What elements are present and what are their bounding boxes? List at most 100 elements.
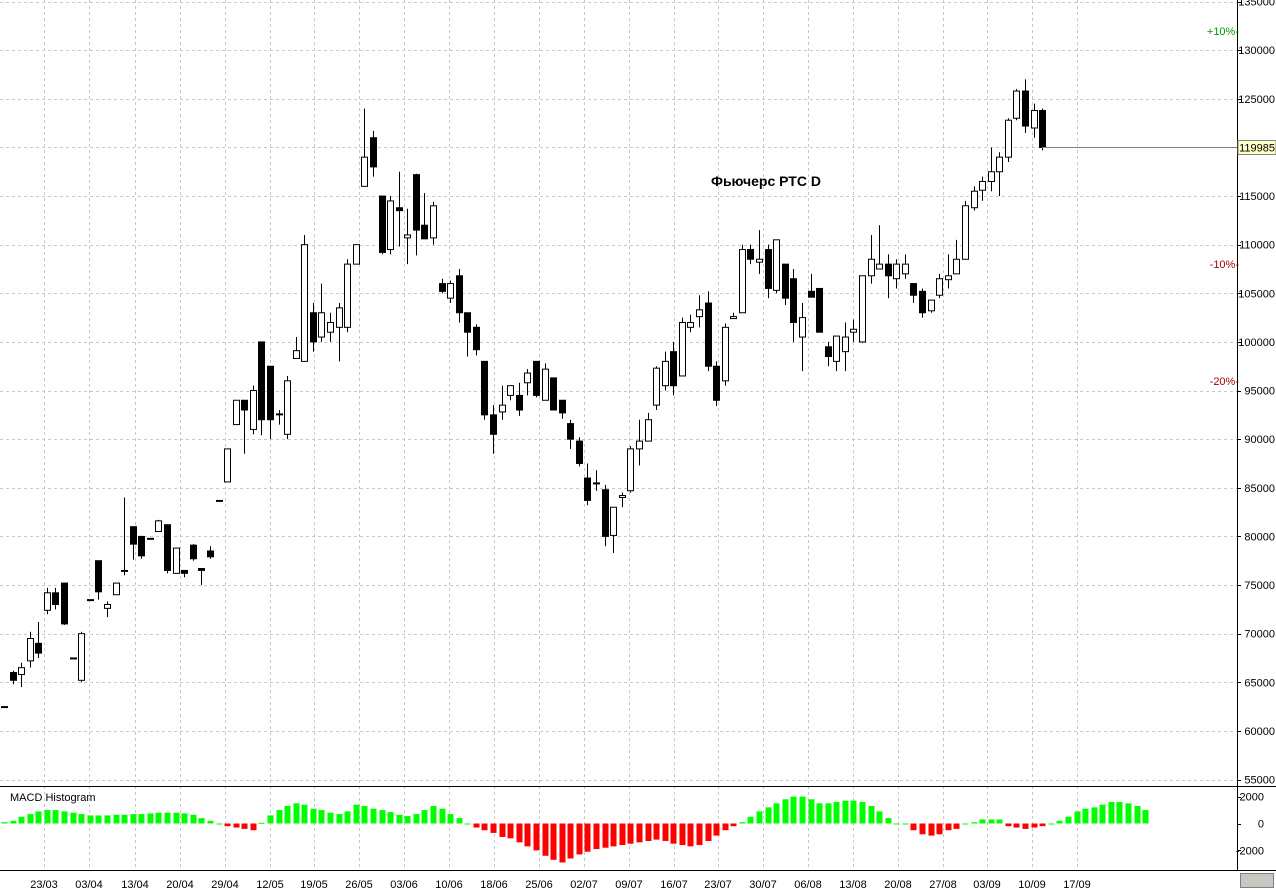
- x-tick-label: 19/05: [300, 879, 328, 890]
- candle-body-down: [910, 283, 917, 296]
- candle-body-up: [18, 667, 25, 675]
- candle-body-down: [464, 312, 471, 333]
- macd-bar: [653, 823, 660, 840]
- candle-body-down: [138, 535, 145, 557]
- x-tick-label: 03/09: [973, 879, 1001, 890]
- candle-body-up: [361, 156, 368, 187]
- candle-body-up: [70, 657, 77, 660]
- candle-body-up: [953, 258, 960, 275]
- macd-bar: [216, 823, 223, 825]
- candle: [481, 360, 488, 420]
- candle-body-up: [284, 380, 291, 435]
- candle-body-up: [1, 706, 8, 709]
- candle-body-up: [645, 419, 652, 442]
- macd-bar: [773, 803, 780, 824]
- candle-body-down: [198, 567, 205, 571]
- candle: [250, 385, 257, 435]
- macd-bar: [1108, 801, 1115, 824]
- candle: [971, 186, 978, 211]
- macd-bar: [619, 823, 626, 846]
- macd-bar: [893, 823, 900, 825]
- y-tick-label: 80000: [1244, 531, 1275, 543]
- candle-body-up: [868, 258, 875, 277]
- percent-mark-label: +10%-: [1207, 26, 1239, 38]
- macd-bar: [945, 823, 952, 831]
- candle-body-up: [113, 582, 120, 596]
- candle-body-up: [87, 599, 94, 602]
- candle: [138, 535, 145, 559]
- x-tick-label: 12/05: [256, 879, 284, 890]
- candle: [576, 437, 583, 467]
- candle: [653, 366, 660, 410]
- macd-bar: [207, 820, 214, 824]
- candle: [542, 363, 549, 401]
- x-tick-label: 23/03: [30, 879, 58, 890]
- candle-body-down: [61, 582, 68, 625]
- candle: [679, 317, 686, 377]
- macd-bar: [173, 812, 180, 824]
- candle: [1031, 103, 1038, 138]
- candle: [885, 254, 892, 299]
- candle-body-down: [516, 394, 523, 411]
- candle-body-up: [988, 171, 995, 182]
- macd-bar: [825, 803, 832, 824]
- candle: [593, 470, 600, 491]
- candle: [953, 239, 960, 275]
- candle: [78, 631, 85, 683]
- candle-body-down: [396, 207, 403, 212]
- candle: [790, 268, 797, 342]
- candle: [773, 239, 780, 294]
- candle-body-up: [173, 547, 180, 574]
- candle: [722, 323, 729, 386]
- candle-body-down: [52, 592, 59, 605]
- candle-body-up: [610, 506, 617, 536]
- x-tick-label: 17/09: [1063, 879, 1091, 890]
- macd-bar: [293, 803, 300, 824]
- candle: [241, 399, 248, 454]
- candle: [662, 351, 669, 391]
- macd-y-tick-label: 0: [1258, 819, 1264, 831]
- macd-bar: [576, 823, 583, 855]
- macd-bar: [190, 814, 197, 824]
- candle-body-up: [430, 205, 437, 239]
- macd-bar: [10, 820, 17, 824]
- macd-bar: [765, 807, 772, 824]
- x-tick-label: 03/04: [75, 879, 103, 890]
- x-tick-label: 30/07: [749, 879, 777, 890]
- macd-bar: [696, 823, 703, 846]
- candle-body-up: [945, 275, 952, 281]
- x-tick-label: 16/07: [660, 879, 688, 890]
- candle-body-down: [1022, 90, 1029, 127]
- candle-body-up: [971, 190, 978, 209]
- candle-body-up: [224, 448, 231, 483]
- candle-body-up: [507, 385, 514, 396]
- macd-bar: [507, 823, 514, 839]
- horizontal-scrollbar-thumb[interactable]: [1240, 873, 1274, 888]
- macd-bar: [1082, 808, 1089, 824]
- x-tick-label: 13/04: [121, 879, 149, 890]
- macd-bar: [808, 799, 815, 824]
- macd-bar: [327, 812, 334, 824]
- macd-bar: [250, 823, 257, 831]
- macd-bar: [464, 823, 471, 825]
- candle-body-up: [1005, 119, 1012, 158]
- macd-bar: [1039, 823, 1046, 827]
- candle: [902, 254, 909, 279]
- candle-body-down: [130, 526, 137, 545]
- macd-bar: [1091, 807, 1098, 824]
- x-tick-label: 26/05: [345, 879, 373, 890]
- macd-bar: [284, 806, 291, 824]
- macd-bar: [902, 823, 909, 825]
- macd-y-tick-label: -2000: [1236, 845, 1264, 857]
- macd-bar: [413, 814, 420, 824]
- candle-body-down: [576, 440, 583, 464]
- candle-body-up: [850, 328, 857, 333]
- candle-body-down: [181, 569, 188, 574]
- macd-bar: [928, 823, 935, 836]
- candle: [730, 312, 737, 320]
- macd-bar: [1142, 810, 1149, 824]
- macd-bar: [181, 813, 188, 824]
- candle: [507, 385, 514, 401]
- candle-body-down: [95, 560, 102, 593]
- macd-bar: [224, 823, 231, 827]
